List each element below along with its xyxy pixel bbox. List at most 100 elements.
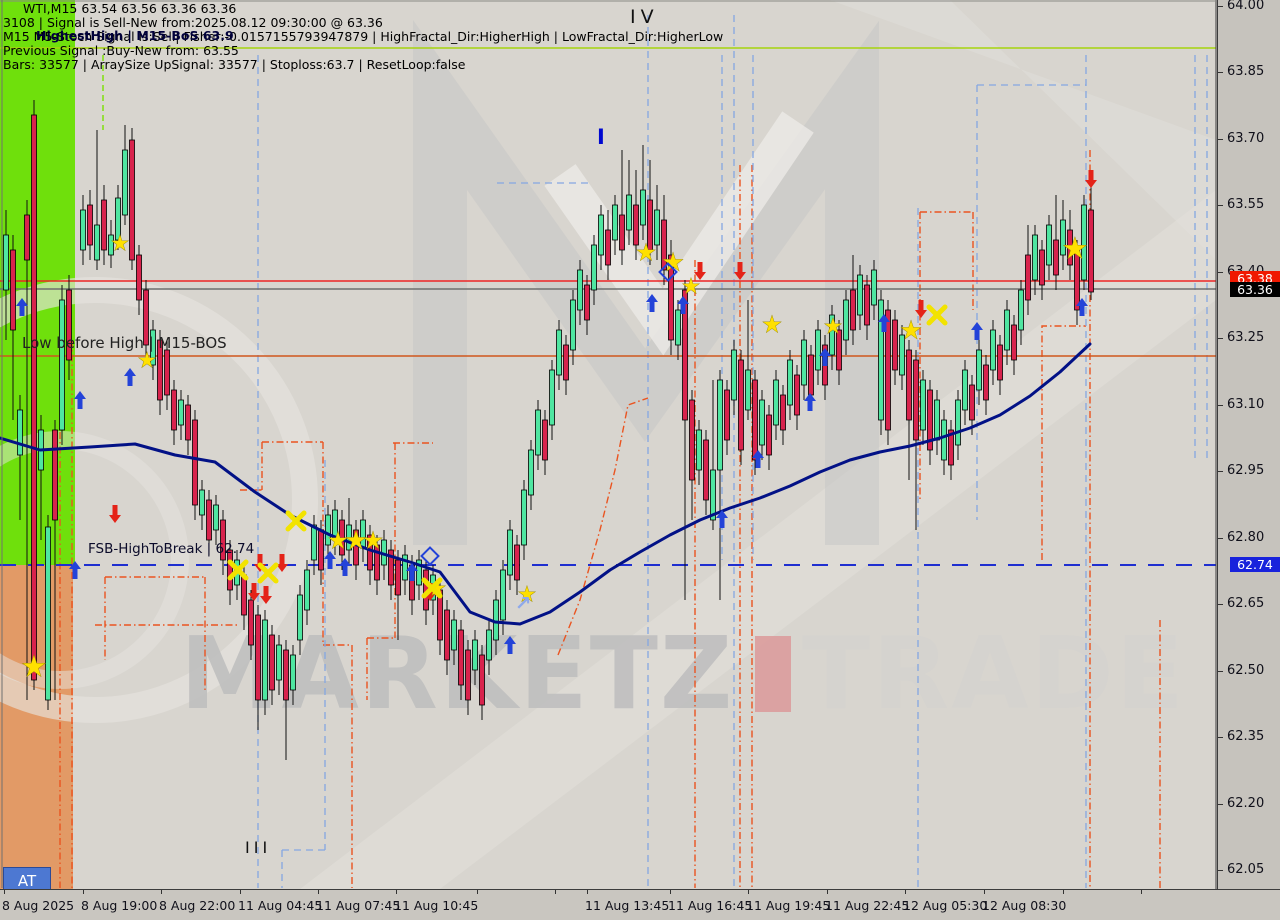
hollow-arrow-icon: ↗ xyxy=(515,591,532,615)
buy-arrow-icon xyxy=(971,322,983,340)
price-tick xyxy=(1218,139,1223,140)
sell-arrow-icon xyxy=(109,505,121,523)
star-signal-icon: ★ xyxy=(517,583,537,608)
chart-canvas[interactable]: MARKETZ TRADE ★★★★★★★ ★★ ★★★ ★ ★★↗ xyxy=(0,0,1217,889)
star-signal-icon: ★ xyxy=(681,275,701,300)
buy-arrow-icon xyxy=(74,391,86,409)
buy-arrow-icon xyxy=(804,393,816,411)
buy-arrow-icon xyxy=(339,558,351,576)
buy-arrow-icon xyxy=(324,551,336,569)
buy-arrow-icon xyxy=(677,296,689,314)
price-tick-label: 63.55 xyxy=(1227,197,1265,212)
time-axis[interactable]: 8 Aug 2025 8 Aug 19:00 8 Aug 22:00 11 Aug 0… xyxy=(0,889,1280,920)
sell-arrow-icon xyxy=(260,586,272,604)
price-tick xyxy=(1218,870,1223,871)
diamond-signal-icon xyxy=(420,546,440,566)
fsb-annotation: FSB-HighToBreak | 62.74 xyxy=(88,541,255,557)
watermark-text-trade: TRADE xyxy=(802,615,1186,732)
price-tick xyxy=(1218,671,1223,672)
time-tick-label: 11 Aug 07:45 xyxy=(316,898,401,913)
symbol-ohlc-readout: WTI,M15 63.54 63.56 63.36 63.36 xyxy=(23,1,237,16)
time-tick xyxy=(555,890,556,894)
buy-arrow-icon xyxy=(504,636,516,654)
time-tick xyxy=(396,890,397,894)
price-tick xyxy=(1218,6,1223,7)
time-tick-label: 11 Aug 22:45 xyxy=(825,898,910,913)
price-tick-label: 62.20 xyxy=(1227,796,1265,811)
price-tick-label: 63.85 xyxy=(1227,64,1265,79)
price-tick-label: 63.70 xyxy=(1227,131,1265,146)
price-scale[interactable]: 64.0063.8563.7063.5563.4063.2563.1062.95… xyxy=(1217,0,1280,889)
buy-arrow-icon xyxy=(16,298,28,316)
time-tick xyxy=(477,890,478,894)
price-tick xyxy=(1218,72,1223,73)
signal-status-line: 3108 | Signal is Sell-New from:2025.08.1… xyxy=(3,15,383,30)
time-tick xyxy=(984,890,985,894)
star-signal-icon: ★ xyxy=(362,526,384,554)
indicator-readout-line: M15 M5-Stoch Signal is:Sell| Fisher:-0.0… xyxy=(3,29,724,44)
background-watermark: MARKETZ TRADE xyxy=(0,20,1186,732)
star-signal-icon: ★ xyxy=(823,315,843,340)
price-tick xyxy=(1218,338,1223,339)
time-tick xyxy=(1063,890,1064,894)
wave-label-i: I xyxy=(597,125,605,149)
candlesticks xyxy=(3,100,1094,760)
time-tick-label: 11 Aug 04:45 xyxy=(238,898,323,913)
price-tick-label: 63.10 xyxy=(1227,397,1265,412)
bos-annotation: Low before High | M15-BOS xyxy=(22,334,227,352)
time-tick xyxy=(4,890,5,894)
sell-arrow-icon xyxy=(1085,170,1097,188)
chart-area[interactable]: MARKETZ TRADE ★ ★ ★ ★ ★ ★ ★ ★ ★ ★ ★ ★ ★ ★ ★ ↗ WTI,M15 6… xyxy=(0,0,1217,896)
bars-info-line: Bars: 33577 | ArraySize UpSignal: 33577 … xyxy=(3,57,466,72)
price-tick-label: 62.80 xyxy=(1227,530,1265,545)
wave-label-iii: III xyxy=(245,838,272,857)
buy-arrow-icon xyxy=(646,294,658,312)
price-tag-62.74: 62.74 xyxy=(1230,557,1280,572)
price-tick-label: 62.05 xyxy=(1227,862,1265,877)
time-tick xyxy=(827,890,828,894)
time-tick-label: 11 Aug 13:45 xyxy=(585,898,670,913)
time-tick-label: 12 Aug 05:30 xyxy=(903,898,988,913)
buy-arrow-icon xyxy=(69,561,81,579)
time-tick xyxy=(1141,890,1142,894)
moving-average-line xyxy=(0,342,1092,626)
time-tick xyxy=(161,890,162,894)
price-tick xyxy=(1218,471,1223,472)
time-tick xyxy=(587,890,588,894)
price-tag-63.36: 63.36 xyxy=(1230,282,1280,297)
buy-arrow-icon xyxy=(716,510,728,528)
time-tick xyxy=(905,890,906,894)
sell-arrow-icon xyxy=(276,554,288,572)
time-tick-label: 8 Aug 22:00 xyxy=(159,898,236,913)
watermark-red-bar xyxy=(755,636,791,712)
diamond-signal-icon xyxy=(658,262,678,282)
previous-signal-line: Previous Signal :Buy-New from: 63.55 xyxy=(3,43,239,58)
sell-arrow-icon xyxy=(734,262,746,280)
star-signal-icon: ★ xyxy=(761,310,783,338)
buy-arrow-icon xyxy=(406,563,418,581)
price-tick xyxy=(1218,405,1223,406)
sell-arrow-icon xyxy=(694,262,706,280)
time-tick-label: 11 Aug 10:45 xyxy=(394,898,479,913)
highest-high-overlay: HighestHigh | M15-BoS 63.9 xyxy=(36,28,234,43)
buy-arrow-icon xyxy=(124,368,136,386)
star-signal-icon: ★ xyxy=(110,232,130,257)
price-tick-label: 63.25 xyxy=(1227,330,1265,345)
price-tick xyxy=(1218,538,1223,539)
buy-arrow-icon xyxy=(752,450,764,468)
time-tick xyxy=(240,890,241,894)
wave-label-iv: IV xyxy=(630,6,659,28)
marketz-logo-m-icon xyxy=(413,20,879,545)
sell-arrow-icon xyxy=(248,583,260,601)
star-signal-icon: ★ xyxy=(137,349,157,374)
time-tick-label: 8 Aug 19:00 xyxy=(81,898,158,913)
time-tick xyxy=(748,890,749,894)
buy-arrow-icon xyxy=(878,314,890,332)
time-tick xyxy=(318,890,319,894)
star-signal-icon: ★ xyxy=(899,316,922,346)
price-tick xyxy=(1218,272,1223,273)
price-tick-label: 62.35 xyxy=(1227,729,1265,744)
time-tick-label: 11 Aug 16:45 xyxy=(668,898,753,913)
buy-arrow-icon xyxy=(819,348,831,366)
